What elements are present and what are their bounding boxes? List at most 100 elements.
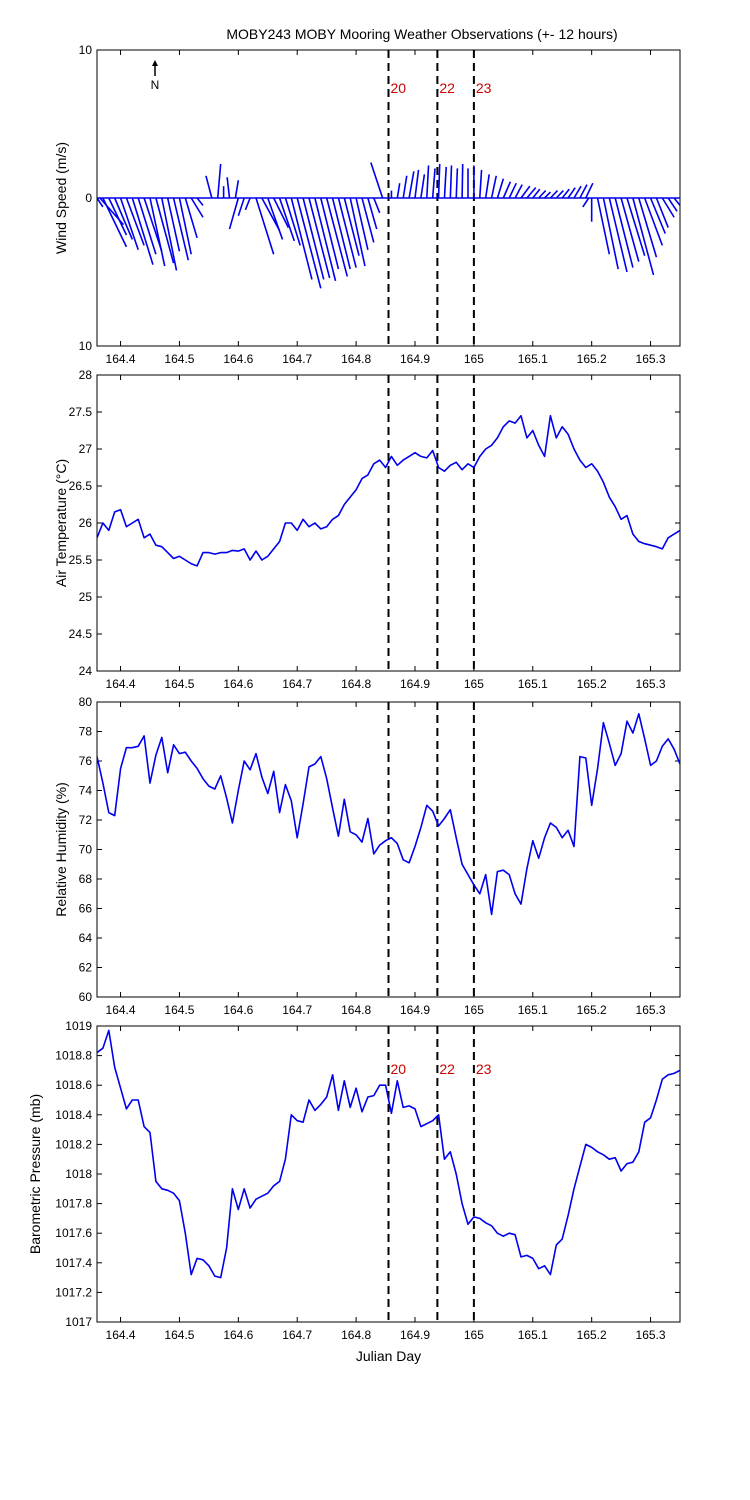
y-tick-label: 1018.6 [55,1078,92,1092]
wind-vector [302,197,325,280]
y-tick-label: 26 [79,516,93,530]
wind-vector [178,197,193,255]
y-tick-label: 24.5 [69,627,93,641]
wind-vector [237,197,245,217]
y-tick-label: 70 [79,843,93,857]
x-tick-label: 165.3 [636,1328,666,1342]
wind-vector [414,169,420,199]
wind-vector [478,169,483,199]
y-tick-label: 25 [79,590,93,604]
x-tick-label: 165.2 [577,677,607,691]
event-marker-label: 23 [476,1061,492,1077]
wind-vector [296,197,322,289]
y-tick-label: 74 [79,784,93,798]
wind-vector [526,187,537,199]
wind-vector [567,187,576,199]
event-marker-label: 23 [476,80,492,96]
wind-vector [244,197,251,211]
wind-vector [278,197,296,242]
y-tick-label: 78 [79,725,93,739]
wind-vector [431,168,436,199]
wind-vector [355,197,369,250]
y-axis-label: Relative Humidity (%) [53,782,69,917]
x-tick-label: 164.7 [282,677,312,691]
y-tick-label: 27 [79,442,93,456]
x-tick-label: 164.8 [341,1003,371,1017]
chart-title: MOBY243 MOBY Mooring Weather Observation… [226,26,617,42]
wind-vector [234,180,240,199]
x-tick-label: 164.4 [106,677,136,691]
wind-vector [596,197,611,255]
y-tick-label: 62 [79,961,93,975]
y-tick-label: 1017 [65,1315,92,1329]
y-tick-label: 1018.2 [55,1137,92,1151]
event-marker-label: 20 [391,1061,407,1077]
wind-vector [673,197,680,206]
wind-vector [119,197,139,251]
wind-speed-panel: 10 0 10 164.4 164.5 164.6 164.7 164.8 164.9 165 16… [53,43,681,366]
wind-vector [272,197,290,228]
x-tick-label: 165 [464,352,484,366]
relative-humidity-panel: 60 62 64 66 68 70 72 74 76 78 80 164.4 164.5 164.6 164… [53,695,681,1017]
north-label: N [151,78,160,92]
x-tick-label: 164.9 [400,352,430,366]
wind-vector [532,188,541,199]
x-tick-label: 164.4 [106,1003,136,1017]
x-tick-label: 164.7 [282,1003,312,1017]
wind-vector [661,197,675,218]
wind-vector [267,197,284,240]
wind-vector [184,197,198,239]
wind-vector [402,175,408,199]
wind-vector [149,197,166,267]
wind-vector [216,163,222,199]
y-tick-label: 1017.2 [55,1285,92,1299]
wind-vector [449,165,453,199]
wind-vector [396,183,401,199]
y-tick-label: 0 [85,191,92,205]
x-tick-label: 165.1 [518,1328,548,1342]
x-tick-label: 164.5 [164,1328,194,1342]
wind-vector [108,197,128,236]
x-tick-label: 164.9 [400,1328,430,1342]
event-marker-label: 22 [439,80,455,96]
y-tick-label: 80 [79,695,93,709]
wind-vector [602,197,619,270]
wind-vector [331,197,351,270]
y-tick-label: 68 [79,872,93,886]
wind-vector [97,197,104,208]
x-tick-label: 164.6 [223,1003,253,1017]
wind-vector [308,197,331,279]
wind-vector [155,197,175,264]
wind-vector [443,166,448,199]
wind-vector [125,197,145,246]
wind-vector [160,197,178,271]
x-tick-label: 164.8 [341,677,371,691]
north-arrow-head-icon [152,60,158,66]
wind-vector [367,197,378,230]
x-tick-label: 164.9 [400,677,430,691]
x-tick-label: 164.8 [341,352,371,366]
y-tick-label: 10 [79,43,93,57]
wind-vector [131,197,154,265]
series-line [97,712,680,916]
wind-vector [314,197,337,282]
wind-vector [649,197,667,234]
x-tick-label: 165.2 [577,352,607,366]
wind-vector [461,163,464,199]
y-tick-label: 76 [79,754,93,768]
x-tick-label: 165.2 [577,1003,607,1017]
wind-vector [325,197,349,277]
y-axis-label: Wind Speed (m/s) [53,142,69,254]
plot-area [97,414,680,567]
wind-vector [620,197,640,262]
x-axis-label: Julian Day [356,1348,421,1364]
wind-vector [667,197,678,212]
x-tick-label: 164.8 [341,1328,371,1342]
wind-vector [320,197,340,270]
y-tick-label: 25.5 [69,553,93,567]
x-tick-label: 164.6 [223,677,253,691]
y-tick-label: 66 [79,902,93,916]
x-tick-label: 164.4 [106,352,136,366]
event-marker-label: 22 [439,1061,455,1077]
